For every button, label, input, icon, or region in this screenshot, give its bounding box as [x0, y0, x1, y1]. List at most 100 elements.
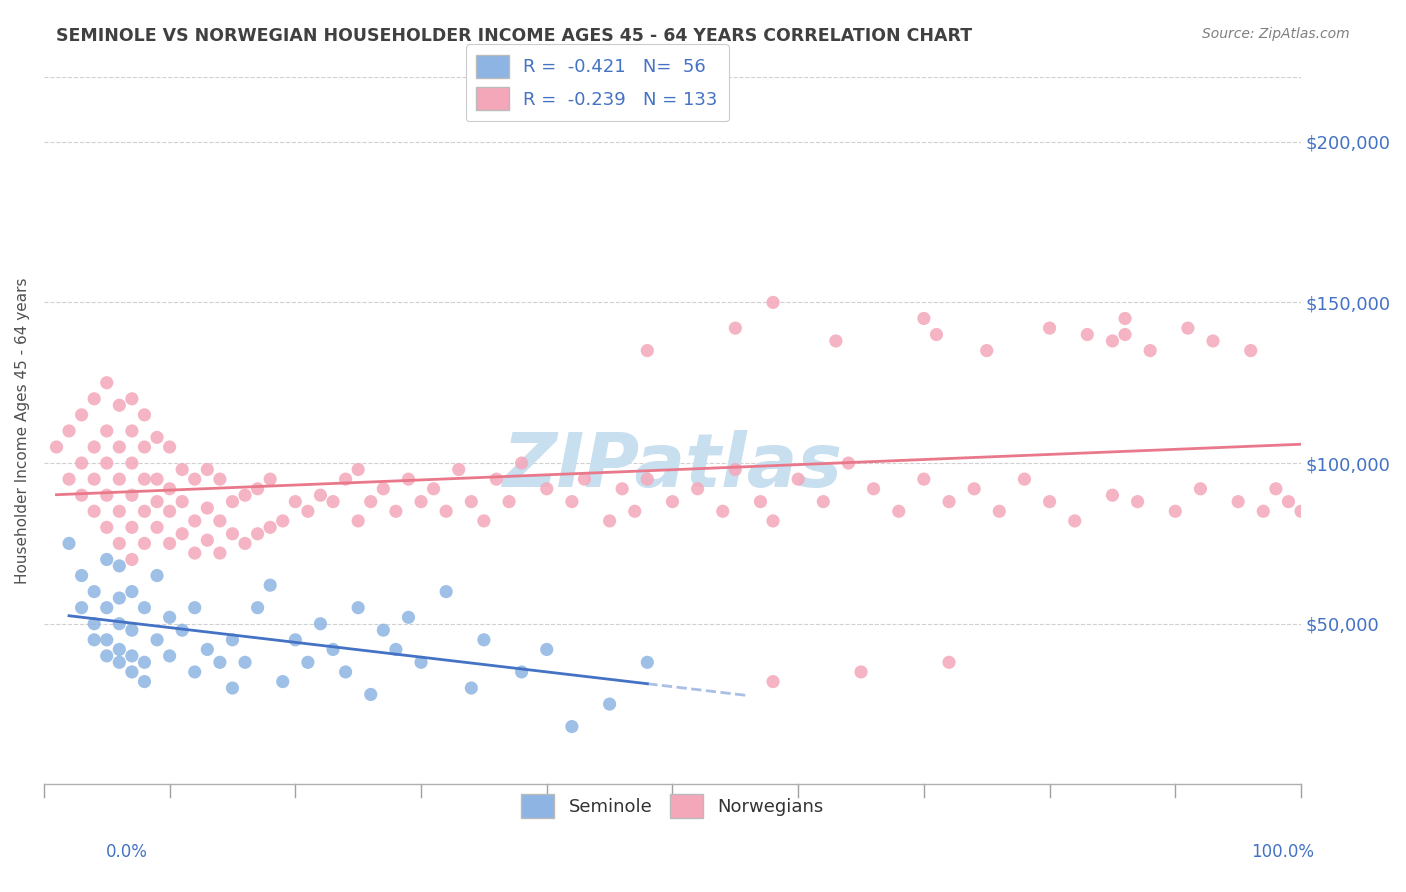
Point [1101, 488, 1123, 502]
Point [108, 536, 131, 550]
Point [912, 311, 935, 326]
Point [70, 456, 93, 470]
Point [360, 688, 382, 702]
Point [108, 504, 131, 518]
Point [146, 632, 169, 647]
Point [787, 472, 810, 486]
Y-axis label: Householder Income Ages 45 - 64 years: Householder Income Ages 45 - 64 years [15, 277, 30, 584]
Point [121, 488, 143, 502]
Point [208, 472, 231, 486]
Point [221, 494, 243, 508]
Text: 100.0%: 100.0% [1251, 843, 1315, 861]
Point [184, 514, 207, 528]
Point [146, 430, 169, 444]
Point [83, 472, 105, 486]
Point [724, 462, 747, 476]
Point [1126, 494, 1149, 508]
Point [825, 334, 848, 348]
Point [134, 408, 156, 422]
Point [749, 494, 772, 508]
Point [96, 648, 118, 663]
Point [434, 584, 457, 599]
Point [159, 536, 181, 550]
Point [159, 482, 181, 496]
Point [134, 600, 156, 615]
Point [1189, 482, 1212, 496]
Point [297, 504, 319, 518]
Point [322, 642, 344, 657]
Point [360, 494, 382, 508]
Legend: Seminole, Norwegians: Seminole, Norwegians [515, 788, 831, 825]
Point [259, 578, 281, 592]
Point [195, 462, 218, 476]
Point [938, 656, 960, 670]
Point [661, 494, 683, 508]
Point [233, 488, 256, 502]
Point [172, 462, 194, 476]
Point [1014, 472, 1036, 486]
Point [184, 600, 207, 615]
Point [184, 665, 207, 679]
Point [1177, 321, 1199, 335]
Point [409, 494, 432, 508]
Point [58, 472, 80, 486]
Point [472, 632, 495, 647]
Point [221, 632, 243, 647]
Point [599, 697, 621, 711]
Point [146, 494, 169, 508]
Point [70, 600, 93, 615]
Point [195, 642, 218, 657]
Point [96, 520, 118, 534]
Point [172, 494, 194, 508]
Point [711, 504, 734, 518]
Point [398, 472, 420, 486]
Point [510, 456, 533, 470]
Point [813, 494, 835, 508]
Point [963, 482, 986, 496]
Point [134, 440, 156, 454]
Point [938, 494, 960, 508]
Point [134, 536, 156, 550]
Point [724, 321, 747, 335]
Point [121, 665, 143, 679]
Point [121, 392, 143, 406]
Point [259, 520, 281, 534]
Point [636, 343, 658, 358]
Point [309, 616, 332, 631]
Point [510, 665, 533, 679]
Point [472, 514, 495, 528]
Point [1114, 327, 1136, 342]
Point [221, 681, 243, 695]
Point [297, 656, 319, 670]
Point [1253, 504, 1275, 518]
Point [108, 558, 131, 573]
Point [45, 440, 67, 454]
Point [108, 642, 131, 657]
Point [246, 482, 269, 496]
Point [1264, 482, 1286, 496]
Point [335, 472, 357, 486]
Point [887, 504, 910, 518]
Point [208, 546, 231, 560]
Point [1289, 504, 1312, 518]
Point [96, 424, 118, 438]
Point [385, 642, 408, 657]
Point [485, 472, 508, 486]
Point [284, 494, 307, 508]
Point [134, 674, 156, 689]
Point [1202, 334, 1225, 348]
Point [460, 494, 482, 508]
Point [347, 600, 370, 615]
Point [561, 494, 583, 508]
Point [121, 584, 143, 599]
Point [159, 648, 181, 663]
Point [146, 520, 169, 534]
Point [146, 568, 169, 582]
Point [96, 632, 118, 647]
Point [58, 536, 80, 550]
Point [347, 514, 370, 528]
Point [849, 665, 872, 679]
Point [1240, 343, 1263, 358]
Point [108, 591, 131, 605]
Point [373, 623, 395, 637]
